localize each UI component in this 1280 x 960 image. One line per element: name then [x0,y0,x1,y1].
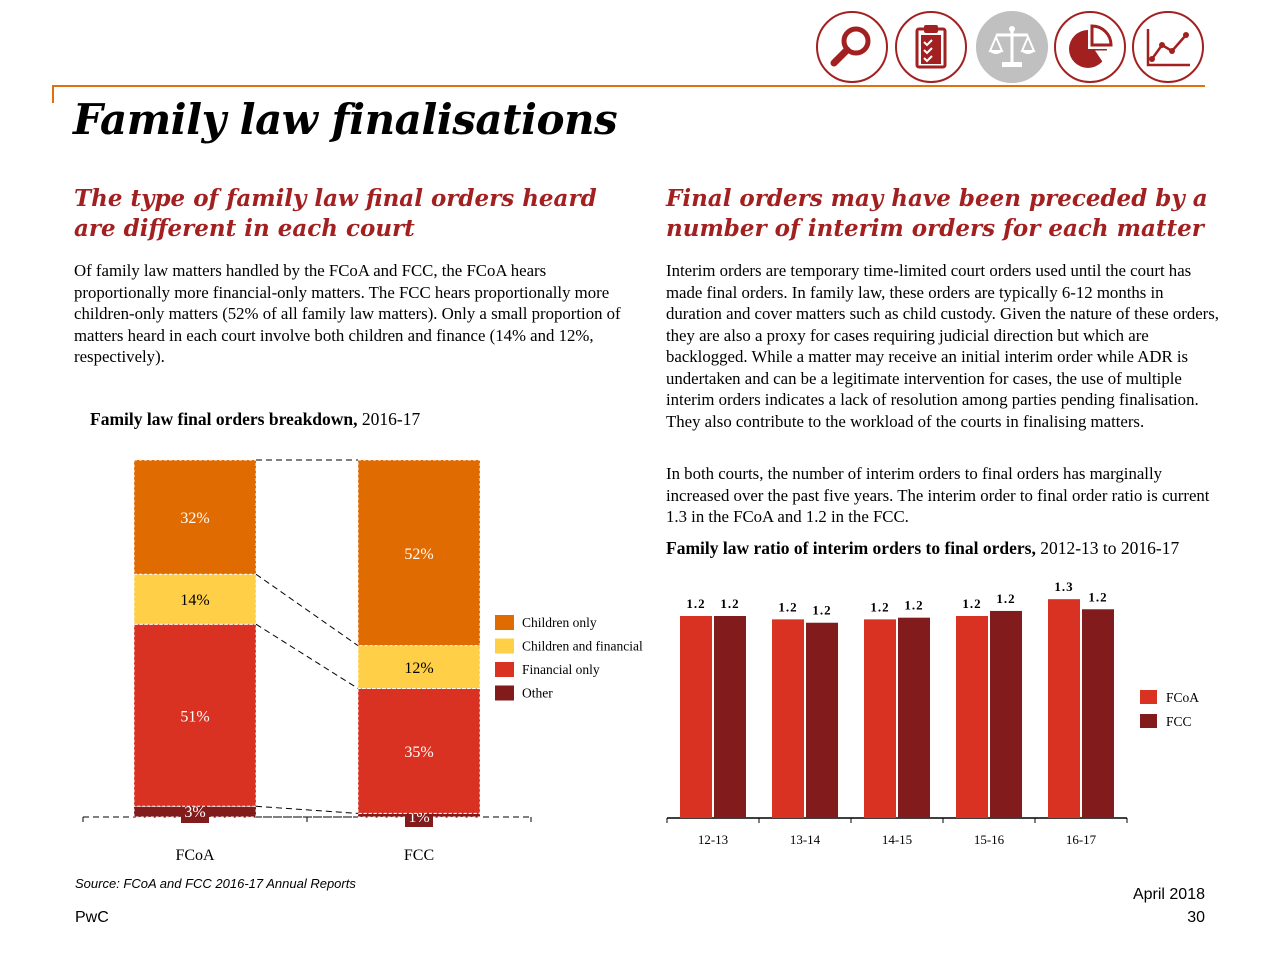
connector-line [255,623,359,689]
bar-fcoa-children-and-financial [133,573,257,625]
legend-swatch-children-only [495,615,514,630]
category-label-16-17: 16-17 [1066,832,1097,847]
left-heading: The type of family law final orders hear… [74,185,597,242]
bar-fcoa-13-14 [772,619,804,818]
legend-swatch-other [495,685,514,701]
breakdown-chart-title-bold: Family law final orders breakdown, [90,409,358,429]
page-number: 30 [1187,909,1205,926]
category-label-fcc: FCC [404,847,434,864]
data-label-fcoa-16-17: 1.3 [1054,579,1073,594]
bar-fcc-13-14 [806,622,838,818]
right-body-1: Interim orders are temporary time-limite… [666,261,1219,431]
legend-label-fcc: FCC [1166,714,1192,729]
page-title: Family law finalisations [73,95,618,144]
pie-chart-icon[interactable] [1054,11,1126,83]
clipboard-checklist-icon[interactable] [895,11,967,83]
header-rule-tick [52,85,54,103]
bar-fcoa-14-15 [864,619,896,818]
ratio-chart-title-rest: 2012-13 to 2016-17 [1035,538,1180,558]
data-label-fcc-13-14: 1.2 [812,603,831,618]
legend-label-other: Other [522,686,553,701]
legend-swatch-fcoa [1140,690,1157,704]
category-label-12-13: 12-13 [698,832,728,847]
data-label-fcc-financial-only: 35% [404,744,433,761]
data-label-fcoa-children-and-financial: 14% [180,592,209,609]
bar-fcoa-16-17 [1048,599,1080,818]
data-label-bg-fcoa-other [181,803,209,823]
data-label-fcc-12-13: 1.2 [720,596,739,611]
connector-line [255,573,359,647]
data-label-fcc-16-17: 1.2 [1088,589,1107,604]
bar-fcoa-children-only [133,459,257,575]
legend-label-children-and-financial: Children and financial [522,639,643,654]
ratio-chart-title-bold: Family law ratio of interim orders to fi… [666,538,1036,558]
breakdown-chart-title-rest: 2016-17 [357,409,421,429]
source-note: Source: FCoA and FCC 2016-17 Annual Repo… [75,876,356,891]
data-label-fcc-15-16: 1.2 [996,591,1015,606]
legend-swatch-fcc [1140,714,1157,728]
category-label-14-15: 14-15 [882,832,912,847]
bar-fcc-financial-only [357,687,481,814]
data-label-fcoa-12-13: 1.2 [686,596,705,611]
data-label-fcc-children-only: 52% [404,546,433,563]
bar-fcc-12-13 [714,616,746,818]
connector-line [255,805,359,814]
breakdown-chart-title: Family law final orders breakdown, 2016-… [90,408,420,430]
category-label-13-14: 13-14 [790,832,821,847]
bar-fcc-children-and-financial [357,645,481,689]
left-body: Of family law matters handled by the FCo… [74,261,621,366]
legend-label-fcoa: FCoA [1166,690,1199,705]
footer-brand: PwC [75,909,109,926]
footer-date: April 2018 [1132,886,1205,903]
magnifier-icon[interactable] [816,11,888,83]
data-label-fcc-14-15: 1.2 [904,598,923,613]
category-label-fcoa: FCoA [175,847,215,864]
data-label-fcoa-children-only: 32% [180,510,209,527]
ratio-chart: 1.2 1.2 12-13 1.2 1.2 13-14 1.2 1.2 14-15 1.2 1.2 1… [666,579,1199,847]
legend-swatch-children-and-financial [495,638,514,654]
category-label-15-16: 15-16 [974,832,1005,847]
scales-icon[interactable] [976,11,1048,83]
data-label-fcc-children-and-financial: 12% [404,660,433,677]
bar-fcoa-15-16 [956,616,988,818]
bar-fcoa-financial-only [133,623,257,807]
bar-fcc-14-15 [898,617,930,818]
bar-fcc-16-17 [1082,609,1114,818]
bar-fcc-15-16 [990,610,1022,818]
ratio-chart-title: Family law ratio of interim orders to fi… [666,537,1226,559]
data-label-fcoa-financial-only: 51% [180,708,209,725]
right-body-2: In both courts, the number of interim or… [666,464,1210,526]
data-label-fcoa-15-16: 1.2 [962,596,981,611]
legend-swatch-financial-only [495,662,514,677]
legend-label-financial-only: Financial only [522,662,600,677]
line-graph-icon[interactable] [1132,11,1204,83]
right-heading: Final orders may have been preceded by a… [666,185,1208,242]
data-label-fcoa-14-15: 1.2 [870,599,889,614]
legend-label-children-only: Children only [522,615,597,630]
bar-fcoa-12-13 [680,616,712,818]
data-label-fcoa-13-14: 1.2 [778,599,797,614]
data-label-fcoa-other: 3% [184,804,205,821]
header-rule [52,85,1205,87]
bar-fcc-children-only [357,459,481,647]
